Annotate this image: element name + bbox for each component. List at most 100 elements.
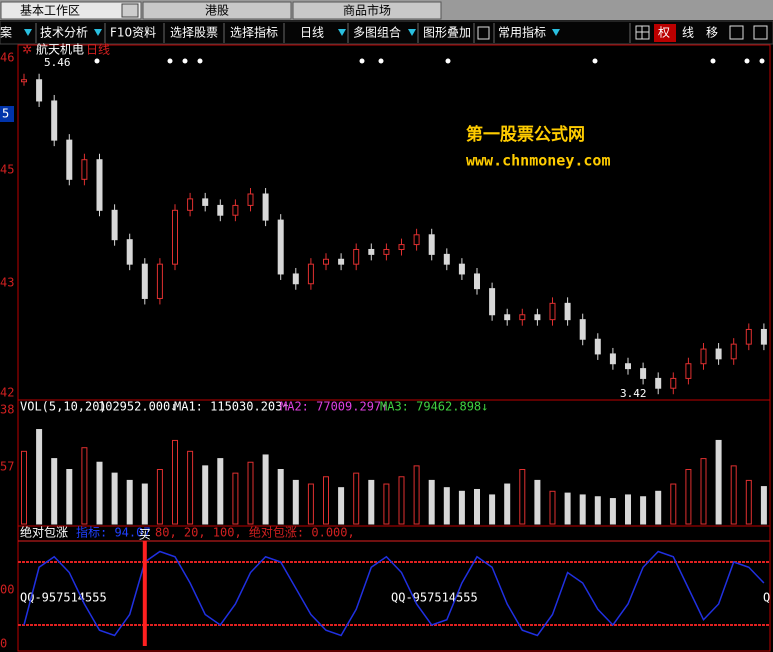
watermark-text: QQ-957514555 — [20, 591, 107, 605]
candle — [202, 198, 209, 206]
low-label: 3.42 — [620, 387, 647, 400]
dropdown-arrow[interactable] — [94, 29, 102, 36]
volume-bar — [66, 469, 73, 525]
candle — [534, 314, 541, 321]
volume-bar — [564, 492, 571, 525]
candle — [489, 288, 496, 316]
stock-name: 航天机电 — [36, 42, 84, 57]
volume-bar — [81, 447, 88, 525]
volume-bar — [217, 458, 224, 525]
tab-dropdown[interactable] — [121, 3, 139, 18]
tab[interactable] — [292, 1, 442, 20]
toolbar-separators — [35, 23, 631, 43]
candle — [640, 368, 647, 379]
watermark-text: Q — [763, 591, 770, 605]
volume-bar — [398, 476, 405, 525]
toolbar-button[interactable]: 案 — [0, 25, 12, 40]
watermark: 第一股票公式网 — [466, 124, 585, 145]
volume-bar — [262, 454, 269, 525]
toolbar-button[interactable]: 权 — [658, 26, 670, 40]
volume-bar — [202, 465, 209, 525]
oscillator-line — [23, 550, 765, 637]
candle — [730, 343, 737, 360]
candle — [549, 302, 556, 321]
high-label: 5.46 — [44, 56, 71, 69]
left-axis: 46 5 45 43 42 38 57 00 0 — [0, 51, 14, 651]
stock-icon: ✲ — [22, 43, 32, 57]
axis-label: 38 — [0, 403, 14, 417]
window-icon[interactable] — [729, 25, 744, 40]
volume-bar — [700, 458, 707, 525]
toolbar-button[interactable]: 多图组合 — [353, 25, 401, 40]
axis-label: 45 — [0, 163, 14, 177]
candle — [277, 219, 284, 275]
indicator-name: 绝对包涨 — [20, 525, 68, 540]
axis-label: 5 — [2, 107, 9, 121]
tab-label: 港股 — [205, 4, 229, 18]
volume-bar — [353, 472, 360, 525]
toolbar-button[interactable]: 技术分析 — [40, 26, 88, 40]
toolbar-button[interactable]: 线 — [682, 26, 694, 40]
panel-frames — [17, 44, 771, 652]
candle — [217, 204, 224, 216]
indicator-value: 指标: 94.07 — [76, 525, 151, 540]
volume-bar — [368, 479, 375, 525]
candle — [51, 100, 58, 141]
dropdown-arrow[interactable] — [24, 29, 32, 36]
dropdown-arrow[interactable] — [552, 29, 560, 36]
candle — [247, 193, 254, 206]
volume-bar — [609, 498, 616, 525]
candle — [594, 338, 601, 355]
tab[interactable] — [0, 1, 142, 20]
volume-bar — [141, 483, 148, 525]
toolbar-button[interactable]: F10资料 — [110, 26, 156, 40]
volume-bar — [640, 496, 647, 525]
volume-bar — [715, 439, 722, 525]
tab-label: 基本工作区 — [20, 4, 80, 18]
toolbar-button[interactable]: 日线 — [300, 26, 324, 40]
volume-bar — [21, 450, 27, 525]
dropdown-arrow[interactable] — [338, 29, 346, 36]
candle — [715, 348, 722, 360]
candle — [36, 79, 43, 102]
axis-label: 42 — [0, 386, 14, 400]
volume-bar — [232, 472, 239, 525]
candle — [428, 234, 435, 255]
candle — [323, 258, 329, 265]
lock-icon[interactable] — [477, 26, 490, 40]
volume-bar — [126, 479, 133, 525]
toolbar-button[interactable]: 移 — [706, 26, 718, 40]
axis-label: 57 — [0, 460, 14, 474]
volume-bar — [277, 469, 284, 525]
candle — [458, 263, 465, 275]
axis-label: 46 — [0, 51, 14, 65]
axis-label: 0 — [0, 637, 7, 651]
toolbar — [0, 20, 773, 45]
indicator-params: 80, 20, 100, 绝对包涨: 0.000, — [155, 525, 355, 540]
window-icon[interactable] — [753, 25, 768, 40]
candle — [443, 253, 450, 265]
buy-signal — [142, 541, 147, 646]
volume-bar — [534, 479, 541, 525]
candle — [700, 348, 707, 365]
volume-bar — [760, 486, 767, 525]
candle — [126, 239, 133, 265]
toolbar-button[interactable]: 图形叠加 — [423, 26, 471, 40]
volume-bar — [292, 479, 299, 525]
volume-bar — [307, 483, 314, 525]
volume-bar — [625, 494, 631, 525]
toolbar-button[interactable]: 选择股票 — [170, 26, 218, 40]
candle — [745, 328, 752, 345]
toolbar-button[interactable]: 选择指标 — [230, 25, 278, 40]
toolbar-button[interactable]: 常用指标 — [498, 25, 546, 40]
candle — [625, 363, 631, 370]
buy-label: 买 — [139, 528, 151, 542]
tab[interactable] — [142, 1, 292, 20]
volume-bar — [730, 465, 737, 525]
volume-bar — [745, 479, 752, 525]
dropdown-arrow[interactable] — [408, 29, 416, 36]
volume-bar — [111, 472, 118, 525]
volume-bar — [187, 450, 194, 525]
